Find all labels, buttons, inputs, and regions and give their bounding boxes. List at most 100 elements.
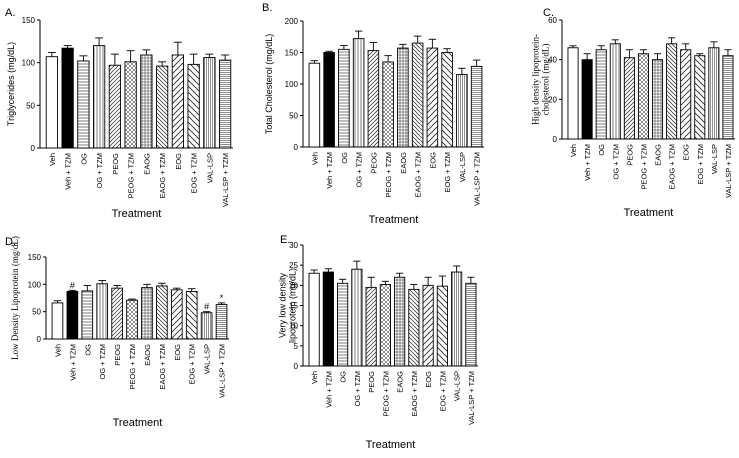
bar: [219, 59, 232, 149]
category-label: PEOG + TZM: [381, 371, 390, 417]
bar: [141, 287, 153, 340]
y-tick-label: 25: [289, 261, 298, 270]
bar: [708, 47, 720, 140]
category-label: EAOG + TZM: [158, 344, 167, 390]
panel-title: D.: [5, 236, 16, 248]
bar: [351, 268, 363, 367]
bar: [411, 42, 424, 148]
category-label: Veh + TZM: [325, 152, 334, 189]
category-label: EOG: [428, 152, 437, 169]
bar: [623, 57, 635, 140]
x-axis-label: Treatment: [369, 214, 419, 226]
category-label: EOG: [682, 144, 691, 161]
bar: [652, 59, 664, 140]
category-label: VAL-LSP + TZM: [467, 371, 476, 425]
y-tick-label: 50: [289, 112, 298, 121]
bar: [77, 60, 90, 149]
bar: [352, 38, 365, 148]
chart-panel-c: C. 0 20 40 60 High density lipoprotein-choles…: [530, 7, 735, 219]
bar: [436, 285, 448, 367]
bar: [680, 49, 692, 140]
category-label: EAOG: [142, 153, 151, 175]
bar: [156, 65, 169, 149]
category-label: VAL-LSP + TZM: [724, 144, 733, 198]
bar: [397, 47, 409, 148]
y-tick-label: 10: [289, 322, 298, 331]
category-label: VAL-LSP: [710, 144, 719, 174]
bar: [45, 56, 58, 149]
bar: [382, 61, 394, 148]
category-label: OG: [340, 152, 349, 164]
bar: [394, 276, 406, 367]
bar: [456, 74, 468, 148]
panel-title: B.: [262, 2, 272, 14]
category-label: OG + TZM: [98, 344, 107, 380]
category-label: OG: [83, 344, 92, 356]
y-tick-label: 20: [289, 281, 298, 290]
bar: [367, 50, 380, 148]
bar: [465, 282, 477, 367]
category-label: Veh: [310, 371, 319, 384]
bar: [96, 283, 109, 340]
significance-marker: #: [204, 302, 209, 312]
y-tick-label: 100: [285, 80, 299, 89]
category-label: EAOG: [399, 152, 408, 174]
y-tick-label: 50: [32, 308, 41, 317]
bar: [426, 47, 439, 148]
y-tick-label: 0: [294, 362, 299, 371]
bar: [322, 271, 334, 367]
bar: [422, 284, 434, 367]
y-tick-label: 150: [22, 16, 36, 25]
bar: [124, 61, 137, 149]
y-tick-label: 200: [285, 17, 299, 26]
bar: [171, 54, 184, 149]
category-label: EOG: [424, 371, 433, 388]
category-label: Veh + TZM: [64, 153, 73, 190]
bar: [170, 289, 183, 340]
y-tick-label: 5: [294, 342, 299, 351]
bar: [308, 62, 321, 148]
y-tick-label: 0: [294, 143, 299, 152]
y-axis-label: Total Cholesterol (mg/dL): [264, 34, 274, 135]
bar: [111, 287, 123, 340]
category-label: EAOG: [396, 371, 405, 393]
bar: [379, 284, 391, 367]
y-tick-label: 0: [37, 335, 42, 344]
bar: [108, 64, 121, 149]
category-label: VAL-LSP + TZM: [218, 344, 227, 398]
x-axis-label: Treatment: [624, 207, 674, 219]
bar: [365, 286, 377, 367]
panel-title: A.: [5, 7, 15, 19]
category-label: EOG + TZM: [443, 152, 452, 193]
category-label: EAOG + TZM: [668, 144, 677, 190]
bar: [722, 55, 734, 140]
y-tick-label: 0: [553, 135, 558, 144]
bar: [185, 290, 198, 340]
y-tick-label: 40: [548, 56, 557, 65]
category-label: Veh: [48, 153, 57, 166]
y-axis-label: Very low densitylipoprotein (mg/dL): [277, 268, 297, 343]
category-label: OG + TZM: [611, 144, 620, 180]
bar: [203, 57, 216, 149]
category-label: OG + TZM: [353, 371, 362, 407]
bar: [338, 48, 350, 148]
bar: [451, 271, 463, 367]
chart-panel-e: E. 0 5 10 15 20 25 30 Very low densitylipoprotei…: [277, 234, 478, 451]
x-axis-label: Treatment: [366, 439, 416, 451]
y-tick-label: 0: [31, 144, 36, 153]
bar: [567, 47, 579, 140]
bar: [666, 43, 678, 140]
bar: [93, 45, 106, 149]
category-label: PEOG + TZM: [127, 153, 136, 199]
bar: [595, 49, 607, 140]
bar: [581, 59, 593, 140]
category-label: EOG: [173, 344, 182, 361]
y-tick-label: 100: [22, 59, 36, 68]
category-label: Veh: [569, 144, 578, 157]
category-label: Veh + TZM: [68, 344, 77, 381]
bar: [441, 52, 453, 148]
category-label: EOG + TZM: [438, 371, 447, 412]
category-label: PEOG: [369, 152, 378, 174]
category-label: OG: [339, 371, 348, 383]
